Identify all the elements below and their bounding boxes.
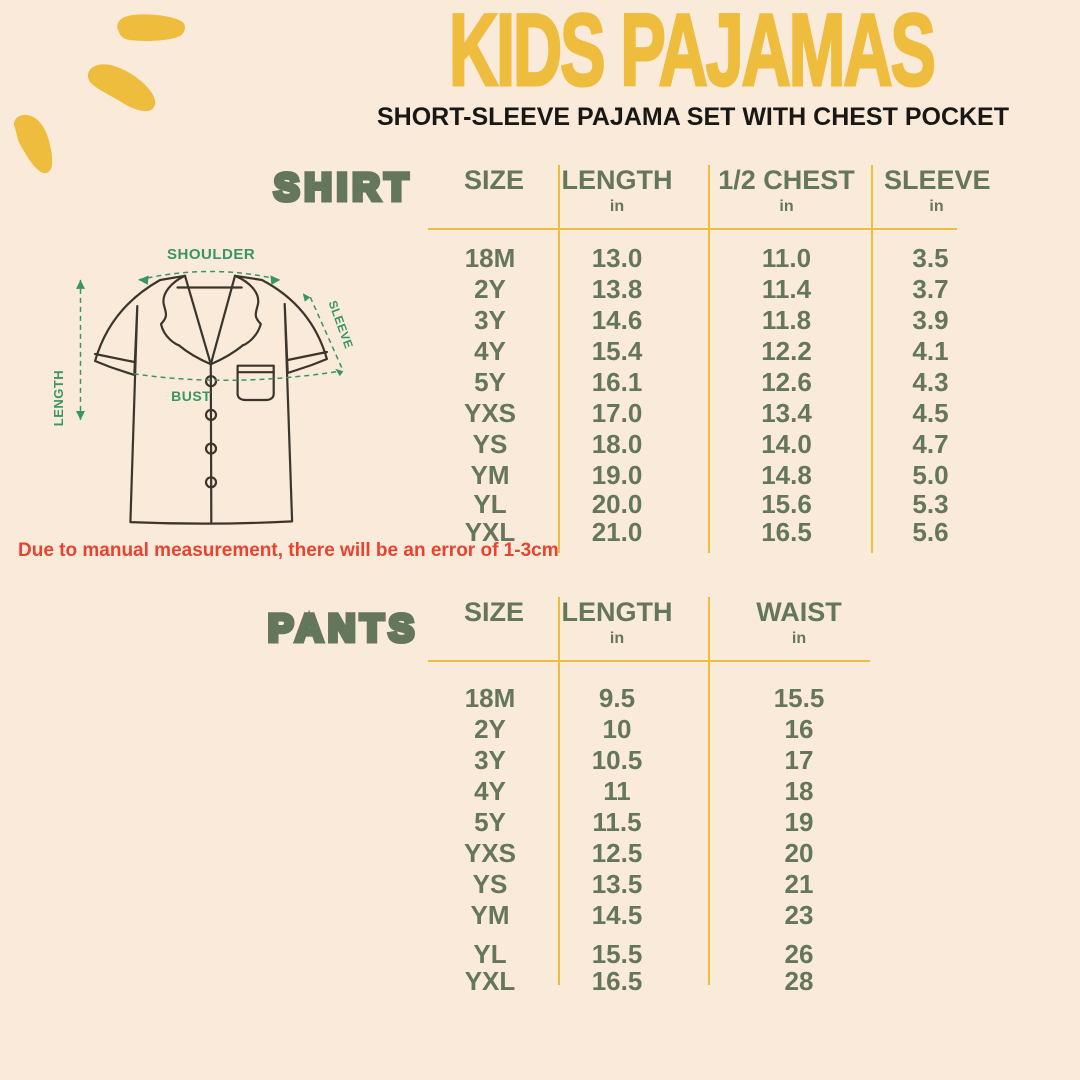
svg-text:BUST: BUST	[171, 388, 211, 404]
svg-text:LENGTH: LENGTH	[51, 370, 66, 426]
svg-text:SHOULDER: SHOULDER	[167, 248, 255, 263]
